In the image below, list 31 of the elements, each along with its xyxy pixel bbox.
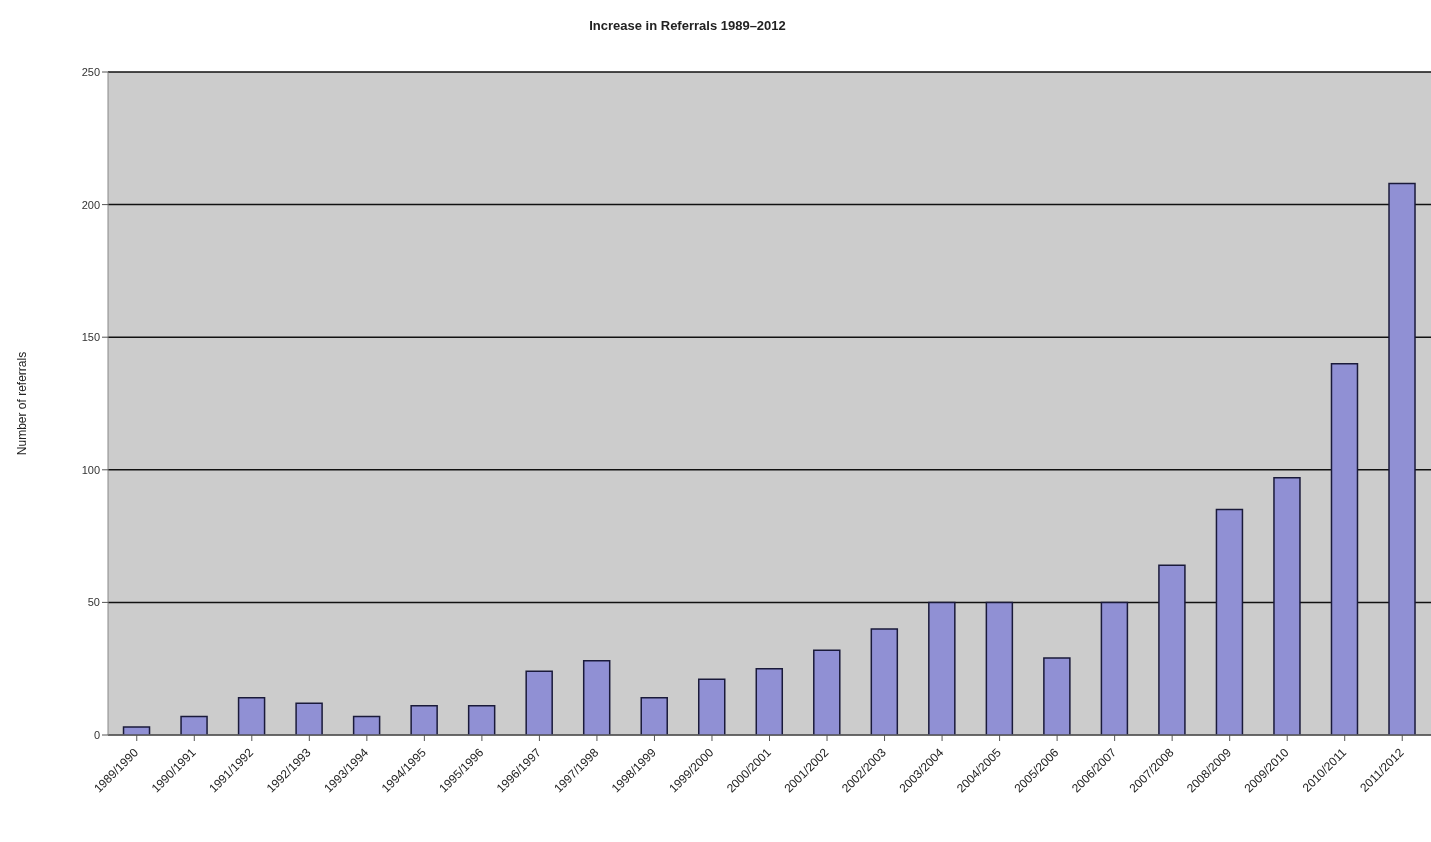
bar <box>1273 477 1301 735</box>
y-tick-label: 250 <box>81 65 100 78</box>
y-tick-label: 150 <box>81 331 100 344</box>
bar <box>352 715 381 735</box>
bar <box>295 702 323 735</box>
y-tick-label: 0 <box>93 728 100 741</box>
bar <box>410 705 438 735</box>
y-tick-label: 200 <box>81 198 100 211</box>
bar <box>640 697 668 735</box>
bar <box>870 628 899 735</box>
bar <box>1388 182 1416 735</box>
bar <box>237 697 266 735</box>
y-tick-label: 100 <box>81 463 100 476</box>
y-axis-title: Number of referrals <box>15 351 30 456</box>
bar <box>582 659 611 735</box>
bar <box>525 670 553 735</box>
y-tick-label: 50 <box>87 596 100 609</box>
bar <box>1215 508 1244 735</box>
bar <box>698 678 726 735</box>
chart-title: Increase in Referrals 1989–2012 <box>588 18 787 33</box>
bar <box>467 705 496 735</box>
bar <box>1100 601 1129 735</box>
bar <box>1330 362 1359 735</box>
bar <box>985 601 1014 735</box>
bar <box>813 649 841 735</box>
bar <box>755 667 784 735</box>
bar <box>1158 564 1186 735</box>
bar <box>180 715 208 735</box>
bar <box>1043 657 1071 735</box>
bar <box>122 726 151 735</box>
bar <box>928 601 956 735</box>
